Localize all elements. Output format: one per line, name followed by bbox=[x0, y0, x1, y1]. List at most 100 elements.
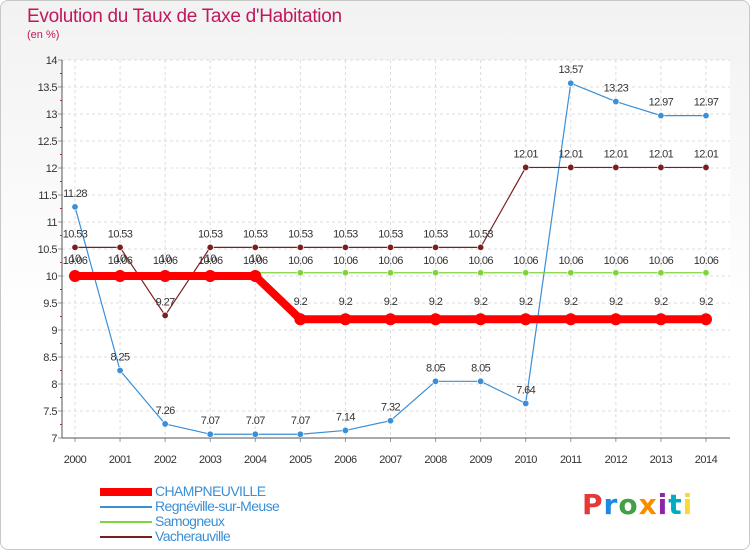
x-tick-label: 2013 bbox=[650, 454, 673, 466]
data-label-samogneux: 10.06 bbox=[288, 255, 313, 267]
data-label-samogneux: 10.06 bbox=[559, 255, 584, 267]
data-point-champneuville bbox=[699, 313, 712, 326]
data-point-regneville-sur-meuse bbox=[702, 112, 710, 120]
legend: CHAMPNEUVILLE Regnéville-sur-Meuse Samogne… bbox=[100, 483, 280, 544]
data-label-regneville-sur-meuse: 8.25 bbox=[111, 352, 130, 364]
data-label-vacherauville: 10.53 bbox=[468, 228, 493, 240]
x-tick-label: 2001 bbox=[109, 454, 132, 466]
legend-swatch bbox=[100, 505, 152, 508]
data-point-champneuville bbox=[474, 313, 487, 326]
data-label-champneuville: 9.2 bbox=[654, 296, 668, 308]
data-point-vacherauville bbox=[477, 243, 485, 251]
data-label-champneuville: 9.2 bbox=[429, 296, 443, 308]
data-label-champneuville: 10 bbox=[205, 253, 217, 265]
data-point-samogneux bbox=[296, 269, 304, 277]
data-label-samogneux: 10.06 bbox=[694, 255, 719, 267]
data-point-regneville-sur-meuse bbox=[432, 377, 440, 385]
data-point-regneville-sur-meuse bbox=[386, 417, 394, 425]
data-point-champneuville bbox=[429, 313, 442, 326]
data-label-samogneux: 10.06 bbox=[423, 255, 448, 267]
logo-letter: r bbox=[603, 488, 619, 521]
data-point-regneville-sur-meuse bbox=[612, 98, 620, 106]
data-label-vacherauville: 10.53 bbox=[108, 228, 133, 240]
data-label-champneuville: 9.2 bbox=[699, 296, 713, 308]
x-tick-label: 2006 bbox=[334, 454, 357, 466]
data-point-vacherauville bbox=[341, 243, 349, 251]
data-point-samogneux bbox=[567, 269, 575, 277]
data-point-champneuville bbox=[609, 313, 622, 326]
data-point-regneville-sur-meuse bbox=[71, 203, 79, 211]
data-label-samogneux: 10.06 bbox=[333, 255, 358, 267]
data-label-vacherauville: 10.53 bbox=[288, 228, 313, 240]
data-point-vacherauville bbox=[251, 243, 259, 251]
data-point-vacherauville bbox=[206, 243, 214, 251]
logo-letter: i bbox=[682, 488, 694, 521]
data-label-champneuville: 10 bbox=[115, 253, 127, 265]
data-label-regneville-sur-meuse: 13.57 bbox=[559, 64, 584, 76]
data-point-regneville-sur-meuse bbox=[206, 430, 214, 438]
legend-label: CHAMPNEUVILLE bbox=[155, 483, 266, 499]
proxiti-logo: Proxiti bbox=[582, 488, 693, 521]
data-label-champneuville: 9.2 bbox=[384, 296, 398, 308]
y-tick-label: 9 bbox=[51, 325, 57, 337]
legend-item-regneville-sur-meuse: Regnéville-sur-Meuse bbox=[100, 499, 280, 514]
x-tick-label: 2003 bbox=[199, 454, 222, 466]
data-point-regneville-sur-meuse bbox=[522, 399, 530, 407]
data-point-regneville-sur-meuse bbox=[657, 112, 665, 120]
data-point-vacherauville bbox=[386, 243, 394, 251]
data-point-regneville-sur-meuse bbox=[477, 377, 485, 385]
y-tick-label: 12 bbox=[46, 163, 58, 175]
data-point-regneville-sur-meuse bbox=[251, 430, 259, 438]
data-point-samogneux bbox=[702, 269, 710, 277]
data-label-vacherauville: 12.01 bbox=[513, 148, 538, 160]
data-label-champneuville: 9.2 bbox=[474, 296, 488, 308]
x-tick-label: 2011 bbox=[560, 454, 582, 466]
data-point-samogneux bbox=[477, 269, 485, 277]
x-tick-label: 2005 bbox=[289, 454, 312, 466]
data-point-samogneux bbox=[612, 269, 620, 277]
y-tick-label: 8 bbox=[51, 379, 57, 391]
data-label-regneville-sur-meuse: 7.07 bbox=[246, 415, 265, 427]
data-point-vacherauville bbox=[71, 243, 79, 251]
data-label-champneuville: 10 bbox=[69, 253, 81, 265]
data-label-champneuville: 9.2 bbox=[294, 296, 308, 308]
data-point-champneuville bbox=[114, 270, 127, 282]
data-label-champneuville: 10 bbox=[160, 253, 172, 265]
data-label-vacherauville: 12.01 bbox=[604, 148, 629, 160]
x-tick-label: 2010 bbox=[514, 454, 537, 466]
x-tick-label: 2007 bbox=[379, 454, 402, 466]
y-tick-label: 10.5 bbox=[38, 244, 58, 256]
data-point-vacherauville bbox=[702, 163, 710, 171]
data-label-regneville-sur-meuse: 7.32 bbox=[381, 402, 400, 414]
data-point-champneuville bbox=[249, 270, 262, 282]
data-label-samogneux: 10.06 bbox=[108, 255, 133, 267]
legend-swatch bbox=[100, 487, 152, 496]
data-label-champneuville: 9.2 bbox=[519, 296, 533, 308]
legend-swatch bbox=[100, 520, 152, 523]
logo-letter: t bbox=[668, 488, 683, 521]
data-point-champneuville bbox=[384, 313, 397, 326]
data-label-vacherauville: 12.01 bbox=[559, 148, 584, 160]
data-point-vacherauville bbox=[116, 243, 124, 251]
data-label-vacherauville: 10.53 bbox=[423, 228, 448, 240]
data-label-regneville-sur-meuse: 12.97 bbox=[649, 97, 674, 109]
data-label-regneville-sur-meuse: 7.64 bbox=[516, 384, 535, 396]
data-point-samogneux bbox=[432, 269, 440, 277]
data-label-samogneux: 10.06 bbox=[243, 255, 268, 267]
data-label-samogneux: 10.06 bbox=[198, 255, 223, 267]
data-point-vacherauville bbox=[612, 163, 620, 171]
data-point-champneuville bbox=[564, 313, 577, 326]
data-point-samogneux bbox=[657, 269, 665, 277]
y-tick-label: 10 bbox=[46, 271, 58, 283]
data-label-regneville-sur-meuse: 8.05 bbox=[426, 362, 445, 374]
data-point-champneuville bbox=[69, 270, 81, 282]
data-label-samogneux: 10.06 bbox=[153, 255, 178, 267]
data-point-samogneux bbox=[386, 269, 394, 277]
y-tick-label: 11.5 bbox=[38, 190, 57, 202]
data-point-champneuville bbox=[519, 313, 532, 326]
data-point-champneuville bbox=[159, 270, 172, 282]
data-point-champneuville bbox=[204, 270, 217, 282]
y-tick-label: 13.5 bbox=[38, 82, 58, 94]
x-tick-label: 2008 bbox=[424, 454, 447, 466]
